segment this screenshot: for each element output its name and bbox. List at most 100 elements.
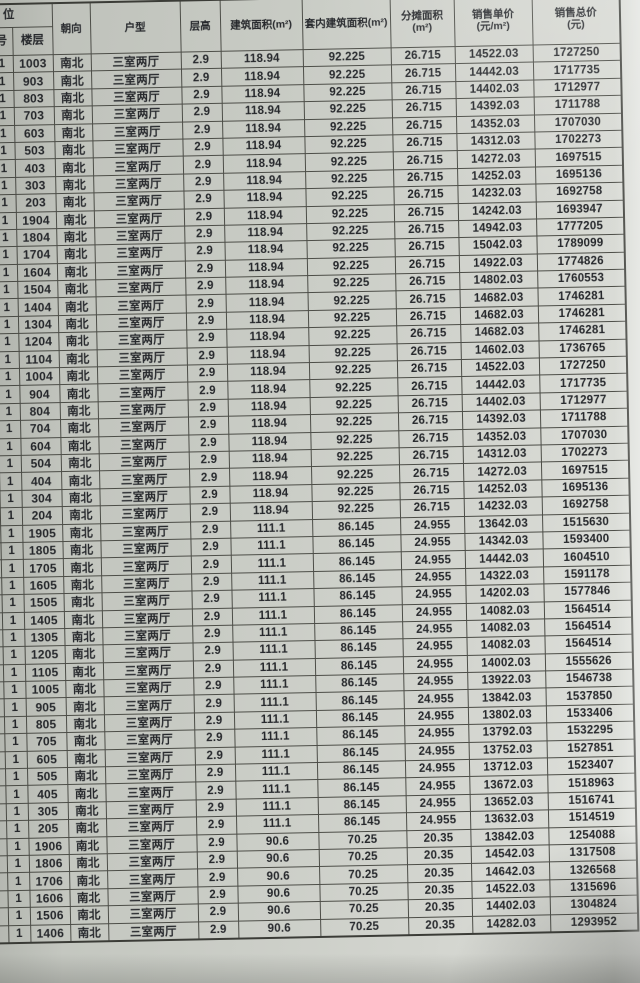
cell-shared-area: 20.35 (406, 846, 472, 866)
cell-unit-price: 13922.03 (467, 670, 546, 690)
cell-unit-type: 三室两厅 (107, 869, 198, 889)
cell-unit: 1 (2, 646, 25, 665)
cell-unit: 1 (0, 368, 20, 387)
cell-build-area: 118.94 (226, 327, 309, 347)
cell-orientation: 南北 (63, 610, 103, 629)
cell-shared-area: 24.955 (401, 568, 466, 587)
cell-total-price: 1746281 (538, 321, 627, 341)
cell-unit-price: 14342.03 (464, 531, 543, 551)
cell-floor-height: 2.9 (187, 416, 229, 435)
cell-build-area: 118.94 (228, 449, 312, 469)
cell-unit-price: 14602.03 (460, 340, 539, 360)
cell-unit-type: 三室两厅 (95, 312, 187, 333)
cell-unit: 1 (5, 785, 28, 804)
cell-orientation: 南北 (61, 488, 100, 507)
cell-unit: 1 (0, 229, 17, 248)
cell-orientation: 南北 (54, 140, 93, 159)
cell-unit-type: 三室两厅 (94, 243, 185, 263)
cell-unit-price: 14082.03 (466, 636, 545, 656)
cell-build-area: 118.94 (227, 397, 310, 417)
cell-orientation: 南北 (54, 123, 93, 142)
cell-unit-type: 三室两厅 (105, 782, 196, 802)
cell-build-area: 118.94 (229, 484, 312, 504)
cell-inner-area: 86.145 (314, 656, 404, 676)
cell-orientation: 南北 (53, 88, 92, 107)
cell-shared-area: 26.715 (390, 63, 456, 83)
cell-orientation: 南北 (57, 314, 97, 333)
cell-total-price: 1546738 (545, 669, 634, 689)
cell-shared-area: 26.715 (392, 150, 458, 170)
cell-shared-area: 24.955 (400, 516, 465, 535)
cell-unit-type: 三室两厅 (98, 417, 189, 437)
cell-floor: 1706 (29, 871, 70, 891)
cell-build-area: 111.1 (235, 779, 318, 799)
cell-inner-area: 86.145 (312, 517, 401, 537)
cell-floor: 805 (25, 715, 67, 734)
cell-build-area: 111.1 (230, 519, 313, 539)
cell-unit: 1 (7, 872, 30, 891)
cell-floor-height: 2.9 (191, 572, 232, 592)
cell-inner-area: 92.225 (310, 430, 399, 450)
cell-floor-height: 2.9 (181, 68, 222, 87)
cell-build-area: 90.6 (238, 919, 321, 939)
cell-floor: 1505 (23, 593, 64, 612)
cell-orientation: 南北 (70, 923, 109, 942)
cell-floor: 505 (26, 767, 68, 786)
cell-unit-type: 三室两厅 (98, 434, 189, 454)
cell-floor-height: 2.9 (196, 833, 237, 852)
cell-floor: 303 (15, 176, 56, 195)
cell-orientation: 南北 (55, 192, 94, 212)
cell-orientation: 南北 (67, 784, 106, 803)
cell-total-price: 1777205 (536, 217, 625, 237)
cell-inner-area: 86.145 (316, 725, 405, 746)
cell-total-price: 1304824 (549, 895, 639, 915)
cell-shared-area: 24.955 (402, 620, 467, 640)
cell-floor: 1604 (16, 263, 58, 282)
cell-orientation: 南北 (69, 888, 108, 907)
cell-total-price: 1697515 (534, 147, 624, 167)
cell-floor-height: 2.9 (197, 885, 238, 905)
cell-orientation: 南北 (62, 558, 102, 577)
cell-shared-area: 26.715 (398, 463, 464, 483)
cell-unit: 1 (0, 333, 19, 352)
cell-floor-height: 2.9 (192, 659, 234, 679)
cell-unit-price: 14312.03 (456, 131, 535, 151)
cell-inner-area: 92.225 (311, 482, 400, 502)
cell-total-price: 1717735 (539, 373, 628, 393)
cell-inner-area: 86.145 (313, 586, 402, 607)
cell-floor-height: 2.9 (196, 851, 238, 870)
cell-inner-area: 70.25 (318, 830, 407, 850)
cell-unit-type: 三室两厅 (103, 695, 194, 715)
header-unit-price: 销售单价 (元/m²) (453, 0, 533, 47)
cell-unit-type: 三室两厅 (102, 643, 193, 663)
cell-build-area: 118.94 (226, 362, 310, 382)
cell-inner-area: 70.25 (319, 865, 408, 885)
cell-build-area: 111.1 (235, 797, 318, 817)
cell-unit: 1 (0, 472, 22, 491)
cell-total-price: 1514519 (547, 808, 637, 828)
cell-build-area: 111.1 (234, 762, 318, 782)
cell-floor: 405 (27, 784, 68, 804)
cell-inner-area: 92.225 (304, 152, 394, 172)
cell-unit-type: 三室两厅 (108, 921, 199, 942)
cell-shared-area: 26.715 (399, 481, 464, 500)
cell-unit-type: 三室两厅 (103, 712, 195, 732)
cell-shared-area: 20.35 (406, 829, 471, 848)
cell-inner-area: 92.225 (304, 117, 393, 137)
cell-floor: 604 (20, 437, 61, 456)
cell-floor: 804 (19, 402, 61, 421)
cell-floor: 903 (13, 72, 54, 91)
cell-floor: 1405 (23, 611, 65, 630)
cell-floor: 504 (20, 454, 62, 473)
cell-floor-height: 2.9 (186, 329, 227, 348)
header-floor: 楼层 (12, 26, 53, 56)
cell-unit: 1 (0, 177, 16, 196)
cell-build-area: 118.94 (223, 188, 306, 208)
cell-floor: 1605 (23, 576, 64, 595)
cell-shared-area: 24.955 (400, 550, 466, 570)
cell-shared-area: 26.715 (399, 498, 465, 518)
cell-unit-type: 三室两厅 (91, 69, 182, 89)
cell-orientation: 南北 (65, 714, 105, 733)
cell-unit: 1 (2, 664, 26, 682)
cell-unit-price: 14352.03 (456, 114, 535, 134)
